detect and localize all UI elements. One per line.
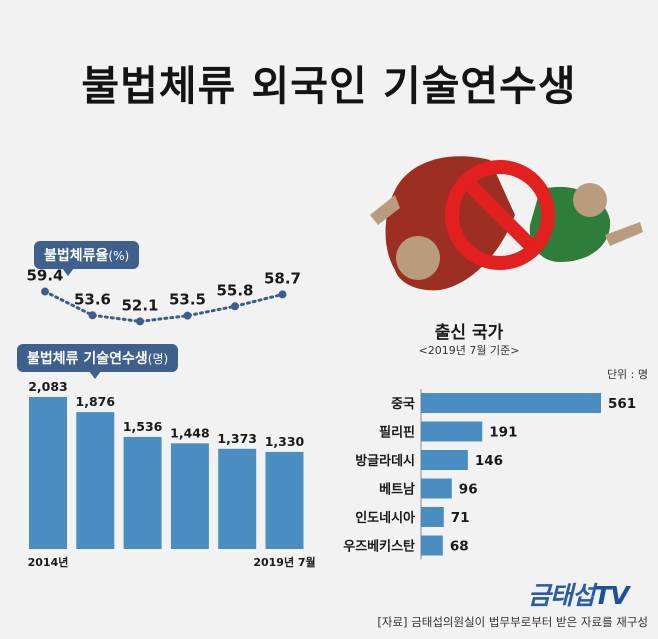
rate-point bbox=[41, 287, 49, 296]
worker-head-left bbox=[396, 236, 440, 280]
rate-chart: 59.4 53.6 52.1 53.5 55.8 58.7 bbox=[26, 267, 301, 326]
origin-value-label: 96 bbox=[459, 482, 478, 498]
trainee-bar bbox=[29, 397, 67, 549]
trainee-bar bbox=[76, 412, 115, 549]
rate-value-label: 52.1 bbox=[121, 296, 158, 314]
origin-country-label: 중국 bbox=[391, 397, 415, 412]
logo-text: 금태섭 bbox=[528, 581, 595, 610]
origin-value-label: 191 bbox=[489, 425, 517, 441]
origin-bar-chart: 중국 561 필리핀 191 방글라데시 146 베트남 96 인도네시아 71 우즈베키스탄 68 bbox=[343, 389, 636, 560]
origin-bar bbox=[421, 421, 483, 442]
trainee-value-label: 2,083 bbox=[28, 379, 68, 394]
origin-unit: 단위 : 명 bbox=[606, 368, 648, 381]
trainee-bar bbox=[218, 448, 257, 549]
rate-label: 불법체류율 bbox=[44, 248, 109, 264]
worker-arm-right bbox=[605, 222, 643, 246]
logo-tv: TV bbox=[594, 581, 629, 610]
origin-value-label: 561 bbox=[608, 396, 636, 412]
trainee-value-label: 1,330 bbox=[265, 434, 305, 449]
trainee-category-label: 2019년 7월 bbox=[253, 555, 315, 569]
rate-point bbox=[231, 302, 239, 311]
origin-value-label: 71 bbox=[451, 510, 470, 526]
prohibition-illustration bbox=[370, 156, 643, 291]
trainee-bar bbox=[123, 436, 162, 549]
rate-unit: (%) bbox=[108, 249, 130, 263]
brand-logo: 금태섭TV bbox=[528, 576, 629, 612]
trainee-value-label: 1,373 bbox=[217, 431, 257, 446]
origin-country-label: 필리핀 bbox=[379, 425, 415, 441]
rate-label-pill: 불법체류율(%) bbox=[34, 241, 140, 276]
trainee-value-label: 1,876 bbox=[76, 394, 116, 409]
rate-value-label: 55.8 bbox=[216, 281, 253, 299]
rate-point bbox=[183, 311, 192, 320]
origin-country-label: 우즈베키스탄 bbox=[343, 539, 415, 555]
prohibition-slash bbox=[463, 178, 537, 252]
origin-bar bbox=[421, 393, 601, 413]
prohibition-sign-icon bbox=[445, 160, 555, 270]
page-title: 불법체류 외국인 기술연수생 bbox=[81, 62, 577, 110]
rate-value-label: 58.7 bbox=[264, 269, 301, 287]
trainee-value-label: 1,448 bbox=[170, 425, 210, 440]
origin-bar bbox=[421, 535, 443, 556]
worker-arm-left bbox=[370, 195, 400, 225]
origin-value-label: 146 bbox=[475, 453, 503, 469]
rate-value-label: 59.4 bbox=[26, 267, 63, 285]
trainee-bar bbox=[170, 443, 209, 549]
origin-value-label: 68 bbox=[450, 539, 469, 555]
origin-country-label: 방글라데시 bbox=[355, 453, 415, 469]
worker-head-right bbox=[573, 183, 607, 217]
source-note: [자료] 금태섭의원실이 법무부로부터 받은 자료를 재구성 bbox=[377, 615, 648, 629]
rate-point bbox=[278, 290, 287, 299]
origin-bar bbox=[421, 478, 452, 499]
count-label: 불법체류 기술연수생 bbox=[27, 351, 148, 367]
origin-country-label: 베트남 bbox=[379, 482, 415, 498]
rate-point bbox=[136, 317, 144, 326]
origin-title: 출신 국가 bbox=[434, 323, 504, 343]
rate-value-label: 53.6 bbox=[74, 290, 111, 308]
trainee-bar bbox=[265, 451, 304, 549]
rate-line bbox=[43, 290, 284, 323]
origin-bar bbox=[421, 507, 444, 527]
trainee-value-label: 1,536 bbox=[123, 419, 163, 434]
origin-bar bbox=[421, 450, 468, 470]
rate-value-label: 53.5 bbox=[169, 291, 206, 309]
origin-subtitle: <2019년 7월 기준> bbox=[418, 344, 520, 357]
origin-country-label: 인도네시아 bbox=[355, 510, 415, 526]
count-unit: (명) bbox=[147, 352, 169, 366]
count-label-pill: 불법체류 기술연수생(명) bbox=[17, 344, 179, 379]
rate-point bbox=[88, 311, 97, 320]
trainee-category-label: 2014년 bbox=[28, 555, 69, 569]
trainee-bar-chart: 2,083 2014년 1,876 1,536 1,448 1,373 1,330 2019년… bbox=[28, 379, 316, 569]
